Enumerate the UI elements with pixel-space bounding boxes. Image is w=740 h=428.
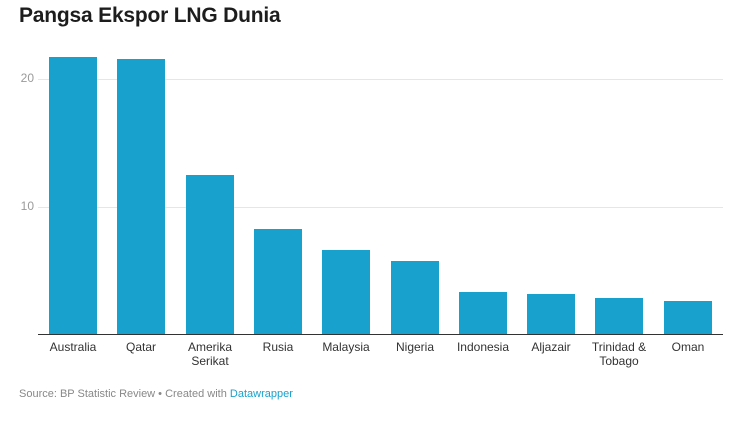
datawrapper-link[interactable]: Datawrapper <box>229 388 293 400</box>
x-tick-label-line: Aljazair <box>531 340 571 354</box>
x-tick-label: Trinidad & Tobago <box>579 340 659 368</box>
x-tick-label: Aljazair <box>511 340 591 354</box>
x-tick-label: Qatar <box>101 340 181 354</box>
bar-trinidad-tobago[interactable] <box>595 298 643 334</box>
x-tick-label-line: Oman <box>671 340 705 354</box>
bar-nigeria[interactable] <box>391 261 439 334</box>
x-tick-label-line: Serikat <box>191 354 229 368</box>
x-tick-label-line: Tobago <box>599 354 639 368</box>
x-tick-label-line: Malaysia <box>322 340 370 354</box>
bar-qatar[interactable] <box>117 59 165 334</box>
y-tick-label: 10 <box>20 199 34 213</box>
x-tick-label-line: Nigeria <box>395 340 434 354</box>
x-tick-label-line: Australia <box>49 340 97 354</box>
bar-malaysia[interactable] <box>322 250 370 334</box>
x-tick-label: Rusia <box>238 340 318 354</box>
bar-oman[interactable] <box>664 301 712 334</box>
chart-title: Pangsa Ekspor LNG Dunia <box>19 4 281 27</box>
x-tick-label-line: Indonesia <box>456 340 510 354</box>
x-tick-label-line: Trinidad & <box>591 340 647 354</box>
bar-australia[interactable] <box>49 57 97 334</box>
x-tick-label: Oman <box>648 340 728 354</box>
x-tick-label-line: Rusia <box>262 340 294 354</box>
x-tick-label: Indonesia <box>443 340 523 354</box>
x-tick-label-line: Qatar <box>125 340 156 354</box>
bar-rusia[interactable] <box>254 229 302 334</box>
gridline <box>38 79 723 80</box>
x-tick-label: Nigeria <box>375 340 455 354</box>
y-tick-label: 20 <box>20 71 34 85</box>
source-text: Source: BP Statistic Review • Created wi… <box>19 388 230 400</box>
x-axis-line <box>38 334 723 335</box>
bar-amerika-serikat[interactable] <box>186 175 234 334</box>
chart-footer: Source: BP Statistic Review • Created wi… <box>19 388 293 400</box>
bar-indonesia[interactable] <box>459 292 507 334</box>
x-tick-label: Amerika Serikat <box>170 340 250 368</box>
x-tick-label: Malaysia <box>306 340 386 354</box>
bar-aljazair[interactable] <box>527 294 575 334</box>
x-tick-label-line: Amerika <box>187 340 232 354</box>
x-tick-label: Australia <box>33 340 113 354</box>
gridline <box>38 207 723 208</box>
